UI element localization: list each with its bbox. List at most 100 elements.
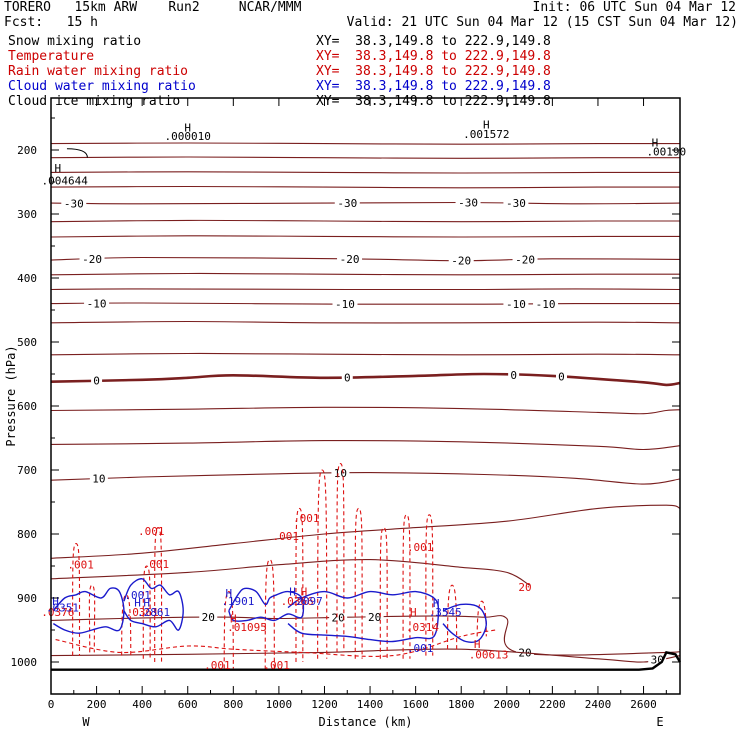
model-title: TORERO 15km ARW Run2 NCAR/MMM [4, 0, 302, 15]
isotherm-label-bg [508, 368, 520, 381]
isotherm-line [51, 201, 680, 205]
field-snow: Snow mixing ratio [8, 34, 142, 49]
field-annotation: H [52, 595, 59, 608]
rain-contour [317, 469, 328, 659]
field-annotation: .001 [204, 659, 231, 672]
isotherm-label-bg [331, 466, 350, 479]
isotherm-label: -10 [335, 298, 355, 311]
isotherm-label: 20 [202, 611, 215, 624]
cloud-water-contour [287, 590, 440, 643]
isotherm-line [51, 256, 680, 262]
field-annotation: .3545 [429, 606, 462, 619]
west-end-label: W [82, 715, 90, 729]
x-tick-label: 1000 [266, 698, 293, 711]
forecast-hour: Fcst: 15 h [4, 15, 98, 30]
isotherm-label: -20 [515, 253, 535, 266]
field-annotation: .0376 [41, 606, 74, 619]
y-tick-label: 500 [17, 336, 37, 349]
isotherm-label: -30 [64, 197, 84, 210]
misc-lines [51, 148, 682, 671]
x-tick-label: 1400 [357, 698, 384, 711]
field-annotation: H [143, 596, 150, 609]
field-annotation: .001572 [463, 128, 509, 141]
isotherm-label-bg [79, 252, 105, 265]
y-tick-label: 600 [17, 400, 37, 413]
field-annotation: H [433, 597, 440, 610]
rain-contour [223, 591, 234, 669]
field-annotation: H [652, 136, 659, 149]
field-annotation: 20 [518, 581, 531, 594]
field-rain-xy: XY= 38.3,149.8 to 222.9,149.8 [316, 64, 551, 79]
isotherm-line [51, 372, 680, 387]
ground-line [51, 651, 682, 671]
field-annotation: .2097 [290, 595, 323, 608]
isotherm-label-bg [61, 197, 87, 210]
isotherm-line [51, 406, 680, 415]
field-annotation: .001 [67, 559, 94, 572]
rain-contour [295, 507, 304, 663]
isotherm-line [51, 185, 680, 189]
x-tick-label: 2000 [494, 698, 521, 711]
isotherm-line [51, 352, 680, 356]
field-annotation: .00190 [646, 145, 686, 158]
isotherm-label-bg [334, 197, 360, 210]
x-tick-label: 2400 [585, 698, 612, 711]
field-annotation: .01095 [227, 621, 267, 634]
field-annotation: .001 [124, 589, 151, 602]
x-tick-label: 400 [132, 698, 152, 711]
field-annotation: H [410, 606, 417, 619]
isotherm-label: -10 [87, 297, 107, 310]
y-tick-label: 700 [17, 464, 37, 477]
cloud-water-contour [52, 587, 125, 634]
field-annotation: .001 [407, 642, 434, 655]
isotherm-line [51, 504, 680, 559]
field-annotation: H [474, 638, 481, 651]
rain-contour [154, 527, 163, 663]
field-annotation: .000010 [165, 130, 211, 143]
isotherm-line [51, 559, 530, 586]
isotherm-label-bg [91, 374, 103, 387]
field-annotation: .0314 [406, 621, 439, 634]
y-tick-label: 400 [17, 272, 37, 285]
isotherm-label: 20 [332, 611, 345, 624]
isotherm-line [51, 302, 680, 305]
rain-contour [402, 514, 411, 659]
isotherm-label-bg [512, 253, 538, 266]
isotherm-line [51, 272, 680, 276]
isotherm-label: -30 [337, 197, 357, 210]
x-axis-label: Distance (km) [319, 715, 413, 729]
field-annotation: .1901 [221, 595, 254, 608]
isotherm-label-bg [329, 611, 348, 624]
rain-contour [425, 514, 434, 656]
field-annotation: .00613 [469, 648, 509, 661]
isotherm-label-bg [455, 196, 481, 209]
isotherm-label: -10 [536, 298, 556, 311]
isotherm-label: 10 [92, 473, 105, 486]
field-annotation: H [134, 596, 141, 609]
y-tick-label: 200 [17, 144, 37, 157]
isotherm-label: -20 [451, 255, 471, 268]
x-tick-label: 0 [48, 698, 55, 711]
rain-contour [142, 565, 151, 659]
isotherm-label: -30 [458, 197, 478, 210]
isotherm-label-bg [341, 371, 353, 384]
field-annotation: .001 [143, 558, 170, 571]
field-snow-xy: XY= 38.3,149.8 to 222.9,149.8 [316, 34, 551, 49]
isotherm-line [51, 472, 680, 485]
isotherm-label: 0 [558, 371, 565, 384]
isotherm-line [51, 156, 680, 159]
valid-time: Valid: 21 UTC Sun 04 Mar 12 (15 CST Sun … [346, 15, 738, 30]
isotherm-line [51, 648, 680, 663]
temperature-isotherms: -30 -30 -30 -30 -20 -20 -20 -20 -10 -10 -10 -10 0 0 0 0… [51, 142, 680, 667]
isotherm-label: 10 [334, 467, 347, 480]
field-annotation: .004644 [41, 175, 88, 188]
snow-contour [66, 148, 88, 158]
isotherm-label-bg [84, 297, 110, 310]
isotherm-label-bg [503, 197, 529, 210]
isotherm-label-bg [199, 611, 218, 624]
isotherm-line [51, 320, 680, 324]
rain-contour [354, 507, 363, 659]
rain-contour [336, 463, 345, 653]
field-annotation: H [483, 118, 490, 131]
